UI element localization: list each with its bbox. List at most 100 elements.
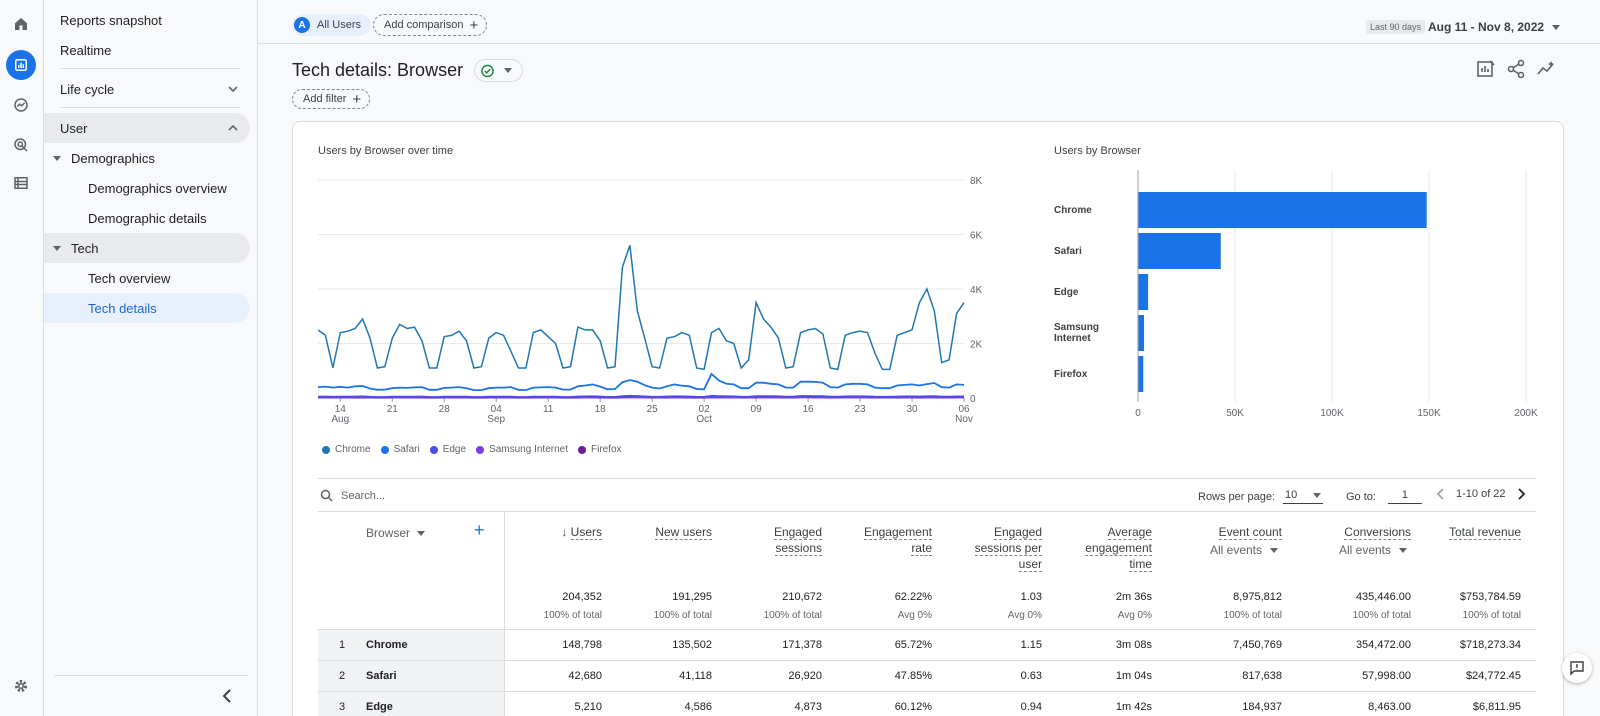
y-tick-label: 0 (970, 394, 976, 405)
rows-per-page-select[interactable]: 10 (1283, 489, 1324, 504)
reports-icon[interactable] (6, 50, 36, 80)
table-row[interactable]: 3 Edge 5,210 4,586 4,873 60.12% 0.94 1m 42s 184,… (318, 691, 1536, 716)
sidebar-item-demographics[interactable]: Demographics (44, 143, 250, 173)
table-row[interactable]: 2 Safari 42,680 41,118 26,920 47.85% 0.63 1m 04… (318, 660, 1536, 691)
caret-down-icon (1399, 547, 1407, 553)
sidebar-item-label: Demographics overview (88, 180, 227, 196)
settings-gear-icon[interactable] (6, 671, 36, 701)
legend-swatch (476, 445, 485, 454)
table-cell: 65.72% (894, 639, 932, 651)
legend-item-edge[interactable]: Edge (429, 444, 466, 455)
chevron-left-icon[interactable] (1434, 487, 1448, 501)
bar-safari[interactable] (1138, 233, 1221, 269)
column-total-percent: 100% of total (1223, 610, 1282, 621)
share-icon[interactable] (1506, 59, 1526, 79)
x-tick-label: 30 (906, 404, 918, 415)
y-tick-label: 8K (970, 176, 983, 187)
chevron-right-icon[interactable] (1514, 487, 1528, 501)
table-cell: $718,273.34 (1459, 639, 1521, 651)
table-cell: 135,502 (672, 639, 712, 651)
sidebar-item-tech[interactable]: Tech (44, 233, 250, 263)
go-to-input[interactable]: 1 (1387, 489, 1422, 504)
search-input[interactable]: Search... (341, 489, 386, 502)
column-header-total-revenue[interactable]: Total revenue (1448, 524, 1521, 540)
bar-edge[interactable] (1138, 274, 1149, 310)
x-tick-label: 100K (1320, 408, 1344, 419)
column-header-engagement-rate[interactable]: Engagement rate (863, 524, 932, 556)
home-icon[interactable] (6, 9, 36, 39)
column-header-event-count[interactable]: Event count (1218, 524, 1282, 540)
bar-chrome[interactable] (1138, 192, 1427, 228)
caret-down-icon (53, 155, 61, 161)
bar-label-line: Internet (1054, 333, 1091, 344)
table-cell: 7,450,769 (1233, 639, 1282, 651)
x-tick-label: 50K (1226, 408, 1244, 419)
bar-category-label: Samsung Internet (1054, 322, 1099, 344)
table-search[interactable]: Search... (320, 489, 385, 502)
insights-icon[interactable] (1536, 59, 1556, 79)
table-cell: 0.63 (1020, 670, 1042, 682)
x-tick-label: 200K (1514, 408, 1538, 419)
series-line-safari (318, 372, 965, 392)
dimension-selector[interactable]: Browser (366, 526, 435, 540)
legend-item-chrome[interactable]: Chrome (322, 444, 371, 455)
sidebar-item-tech-details[interactable]: Tech details (44, 293, 250, 323)
column-total: 1.03 (1020, 591, 1042, 603)
configure-list-icon[interactable] (6, 168, 36, 198)
sidebar-item-life-cycle[interactable]: Life cycle (44, 74, 250, 104)
column-total: $753,784.59 (1459, 591, 1521, 603)
data-quality-chip[interactable] (474, 59, 523, 82)
legend-item-samsung-internet[interactable]: Samsung Internet (476, 444, 568, 455)
table-cell: 41,118 (679, 670, 712, 682)
column-header-engaged-sessions[interactable]: Engaged sessions (773, 524, 822, 556)
check-circle-icon (481, 64, 494, 77)
bar-category-label: Safari (1054, 246, 1082, 257)
column-header-engaged-sessions-per-user[interactable]: Engaged sessions per user (974, 524, 1042, 572)
sidebar-item-label: Demographics (71, 150, 155, 166)
feedback-button[interactable] (1562, 653, 1592, 683)
sidebar-item-demographics-overview[interactable]: Demographics overview (44, 173, 250, 203)
event-filter-select[interactable]: All events (1210, 543, 1278, 557)
sidebar-item-reports-snapshot[interactable]: Reports snapshot (44, 5, 250, 35)
bar-label-line: Firefox (1054, 368, 1088, 380)
add-filter-button[interactable]: Add filter + (292, 89, 371, 109)
bar-firefox[interactable] (1138, 356, 1144, 392)
date-range-picker[interactable]: Aug 11 - Nov 8, 2022 (1428, 20, 1561, 34)
advertising-icon[interactable] (6, 130, 36, 160)
x-tick-month: Nov (955, 414, 973, 425)
column-header-users[interactable]: ↓ Users (561, 524, 602, 540)
column-total-percent: Avg 0% (1117, 610, 1152, 621)
column-total-percent: Avg 0% (1007, 610, 1042, 621)
go-to-label: Go to: (1346, 490, 1376, 503)
table-row[interactable]: 1 Chrome 148,798 135,502 171,378 65.72% 1.15 3m… (318, 629, 1536, 660)
event-filter-select[interactable]: All events (1339, 543, 1407, 557)
sidebar-item-tech-overview[interactable]: Tech overview (44, 263, 250, 293)
page-range: 1-10 of 22 (1456, 488, 1506, 500)
divider (318, 511, 1536, 512)
sidebar-item-realtime[interactable]: Realtime (44, 35, 250, 65)
sidebar-item-label: Tech (71, 240, 99, 256)
add-comparison-button[interactable]: Add comparison + (373, 14, 488, 36)
row-dimension-bg (318, 661, 504, 691)
bar-samsung-internet[interactable] (1138, 315, 1145, 351)
bar-chart: 0 50K 100K 150K 200K (1135, 170, 1538, 419)
customize-report-icon[interactable] (1476, 59, 1496, 79)
column-header-new-users[interactable]: New users (655, 524, 712, 540)
column-header-conversions[interactable]: Conversions (1344, 524, 1411, 540)
legend-item-safari[interactable]: Safari (380, 444, 420, 455)
collapse-sidebar-icon[interactable] (220, 688, 234, 704)
explore-icon[interactable] (6, 90, 36, 120)
add-dimension-button[interactable]: + (474, 520, 485, 540)
bar-label-line: Samsung (1054, 322, 1100, 333)
caret-down-icon (504, 68, 512, 73)
sidebar-item-demographic-details[interactable]: Demographic details (44, 203, 250, 233)
x-tick-month: Aug (331, 414, 349, 425)
table-cell: 42,680 (568, 670, 602, 682)
legend-label: Chrome (335, 444, 371, 455)
segment-chip[interactable]: A All Users (292, 14, 372, 36)
legend-item-firefox[interactable]: Firefox (578, 444, 622, 455)
column-header-average-engagement-time[interactable]: Average engagement time (1085, 524, 1152, 572)
sidebar-item-user[interactable]: User (44, 113, 250, 143)
table-cell: 148,798 (562, 639, 602, 651)
add-comparison-label: Add comparison (384, 19, 464, 31)
